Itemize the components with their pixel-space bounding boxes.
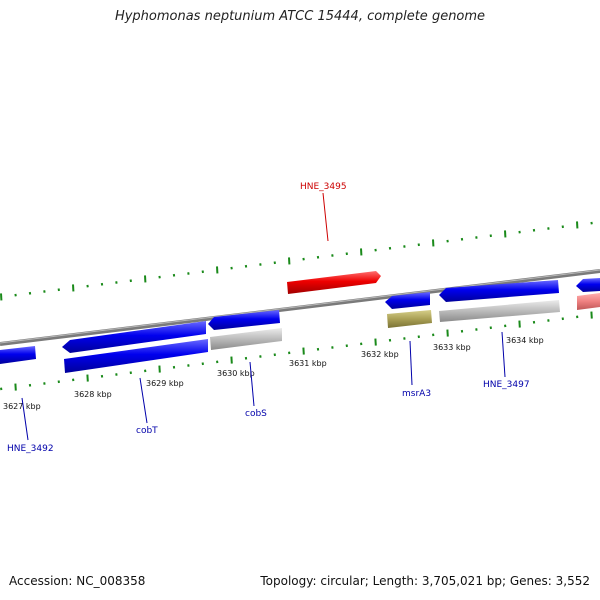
map-title: Hyphomonas neptunium ATCC 15444, complet… [114, 9, 486, 24]
tick-label: 3632 kbp [361, 350, 399, 359]
outer-tick-track [0, 221, 593, 301]
gene-grey-1[interactable] [210, 328, 282, 350]
gene-msra3-arrow[interactable] [385, 292, 430, 309]
gene-right-edge-arrow[interactable] [576, 278, 600, 292]
gene-hne-3497-arrow[interactable] [439, 280, 559, 302]
gene-label-msra3[interactable]: msrA3 [402, 389, 431, 399]
tick-labels: 3627 kbp 3628 kbp 3629 kbp 3630 kbp 3631… [3, 336, 544, 411]
tick-label: 3631 kbp [289, 359, 327, 368]
gene-label-hne-3492[interactable]: HNE_3492 [7, 444, 54, 454]
gene-label-hne-3495[interactable]: HNE_3495 [300, 182, 347, 192]
tick-label: 3630 kbp [217, 369, 255, 378]
gene-olive[interactable] [387, 310, 432, 328]
gene-features [0, 271, 600, 373]
gene-hne-3495-arrow[interactable] [287, 271, 381, 294]
gene-labels: HNE_3495 HNE_3492 cobT cobS msrA3 HNE_34… [7, 182, 530, 454]
accession-text: Accession: NC_008358 [9, 574, 146, 588]
genome-backbone [0, 269, 600, 346]
tick-label: 3633 kbp [433, 343, 471, 352]
tick-label: 3627 kbp [3, 402, 41, 411]
summary-text: Topology: circular; Length: 3,705,021 bp… [260, 574, 590, 588]
genome-backbone-highlight [0, 269, 600, 344]
gene-label-hne-3497[interactable]: HNE_3497 [483, 380, 530, 390]
gene-grey-2[interactable] [439, 300, 560, 322]
inner-tick-track [0, 311, 593, 391]
tick-label: 3634 kbp [506, 336, 544, 345]
gene-left-edge-arrow[interactable] [0, 346, 36, 364]
gene-cobs-arrow[interactable] [208, 310, 280, 330]
gene-callouts [21, 192, 506, 441]
gene-cobt-lower-arrow[interactable] [64, 339, 208, 373]
tick-label: 3628 kbp [74, 390, 112, 399]
gene-cobt-upper-arrow[interactable] [62, 321, 206, 353]
gene-label-cobt[interactable]: cobT [136, 426, 158, 436]
gene-label-cobs[interactable]: cobS [245, 409, 267, 419]
gene-pink-arrow[interactable] [577, 293, 600, 310]
tick-label: 3629 kbp [146, 379, 184, 388]
